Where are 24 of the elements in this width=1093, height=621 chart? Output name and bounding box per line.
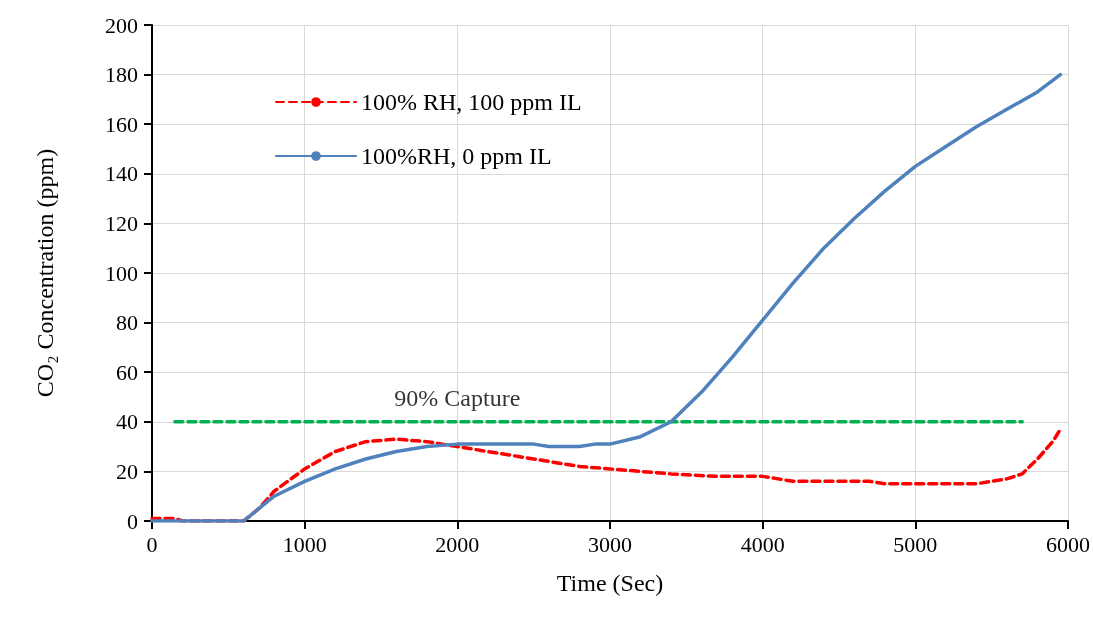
legend-label: 100%RH, 0 ppm IL — [361, 143, 552, 169]
y-tick-label: 100 — [105, 260, 138, 286]
line-series — [150, 72, 1063, 523]
y-tick-label: 180 — [105, 62, 138, 88]
x-tick-label: 2000 — [435, 531, 480, 557]
legend-label: 100% RH, 100 ppm IL — [361, 89, 582, 115]
y-axis-title: CO₂ Concentration (ppm) — [32, 148, 58, 398]
y-tick-label: 0 — [127, 508, 138, 534]
y-tick-label: 80 — [116, 310, 138, 336]
x-tick-label: 0 — [146, 531, 158, 557]
y-tick-label: 200 — [105, 12, 138, 38]
x-tick-label: 5000 — [893, 531, 938, 557]
x-tick-label: 6000 — [1046, 531, 1090, 557]
x-tick-label: 1000 — [282, 531, 327, 557]
y-tick-label: 20 — [116, 458, 138, 484]
y-tick-label: 160 — [105, 111, 138, 137]
x-tick-label: 3000 — [588, 531, 632, 557]
x-tick-label: 4000 — [740, 531, 785, 557]
y-tick-label: 120 — [105, 210, 138, 236]
x-axis-title: Time (Sec) — [556, 570, 664, 596]
y-tick-label: 140 — [105, 161, 138, 187]
y-tick-label: 60 — [116, 359, 138, 385]
annotation: 90% Capture — [394, 384, 521, 411]
y-tick-label: 40 — [116, 409, 138, 435]
